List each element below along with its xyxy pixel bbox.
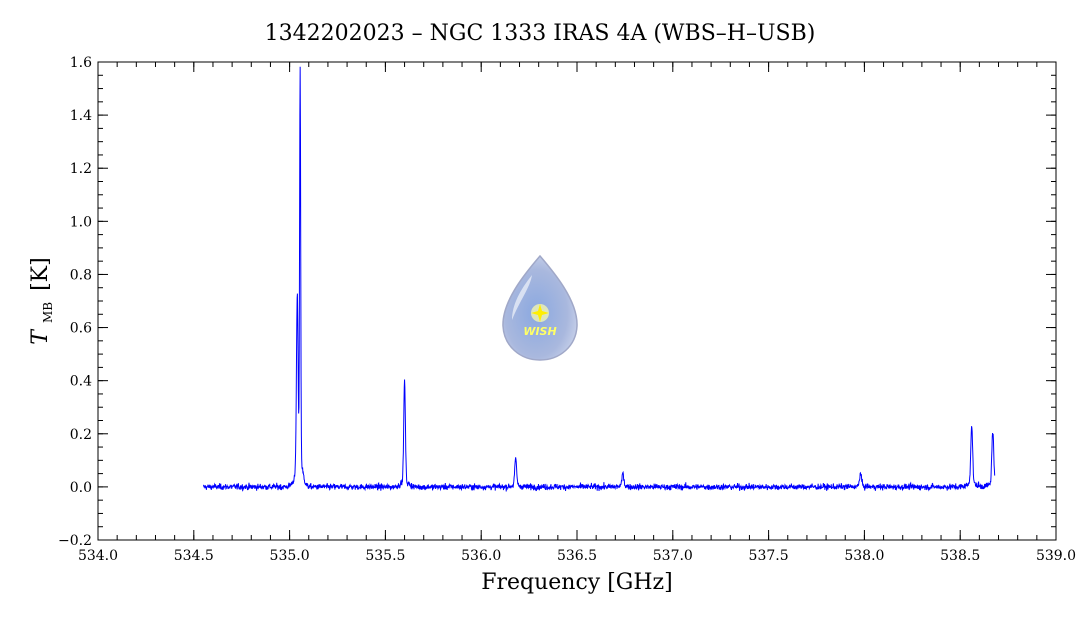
plot-frame	[97, 61, 1057, 541]
x-tick-label: 536.0	[461, 548, 501, 564]
y-tick-label: 0.2	[70, 427, 92, 443]
x-tick-label: 534.5	[174, 548, 214, 564]
y-tick-label: 1.4	[70, 108, 92, 124]
y-tick-label: 1.2	[70, 161, 92, 177]
y-tick-label: 1.6	[70, 55, 92, 71]
y-tick-label: 0.8	[70, 267, 92, 283]
star-icon	[531, 304, 549, 322]
y-axis-label-unit: [K]	[28, 257, 53, 291]
x-axis-ticks: 534.0 534.5 535.0 535.5 536.0 536.5 537.0 537.5…	[78, 62, 1076, 564]
y-axis-label-subscript: MB	[41, 302, 55, 323]
y-tick-label: 0.0	[70, 480, 92, 496]
logo-text: WISH	[523, 325, 556, 338]
y-tick-label: 0.6	[70, 321, 92, 337]
x-tick-label: 537.5	[749, 548, 789, 564]
spectrum-series-line	[202, 66, 996, 492]
x-tick-label: 538.5	[940, 548, 980, 564]
wish-logo: WISH	[502, 254, 578, 361]
x-tick-label: 537.0	[653, 548, 693, 564]
y-axis-ticks: −0.2 0.0 0.2 0.4 0.6 0.8 1.0 1.2 1.4 1.6	[58, 55, 1056, 549]
y-tick-label: −0.2	[58, 533, 92, 549]
x-tick-label: 539.0	[1036, 548, 1076, 564]
svg-text:T MB [K]: T MB [K]	[28, 257, 58, 344]
x-tick-label: 534.0	[78, 548, 118, 564]
y-tick-label: 0.4	[70, 374, 92, 390]
x-tick-label: 538.0	[844, 548, 884, 564]
y-axis-label: T MB [K]	[28, 257, 58, 344]
y-tick-label: 1.0	[70, 214, 92, 230]
x-axis-label: Frequency [GHz]	[481, 570, 673, 595]
chart-title: 1342202023 – NGC 1333 IRAS 4A (WBS–H–USB…	[265, 21, 816, 46]
x-tick-label: 536.5	[557, 548, 597, 564]
x-tick-label: 535.5	[365, 548, 405, 564]
x-tick-label: 535.0	[270, 548, 310, 564]
y-axis-label-symbol: T	[28, 328, 53, 345]
